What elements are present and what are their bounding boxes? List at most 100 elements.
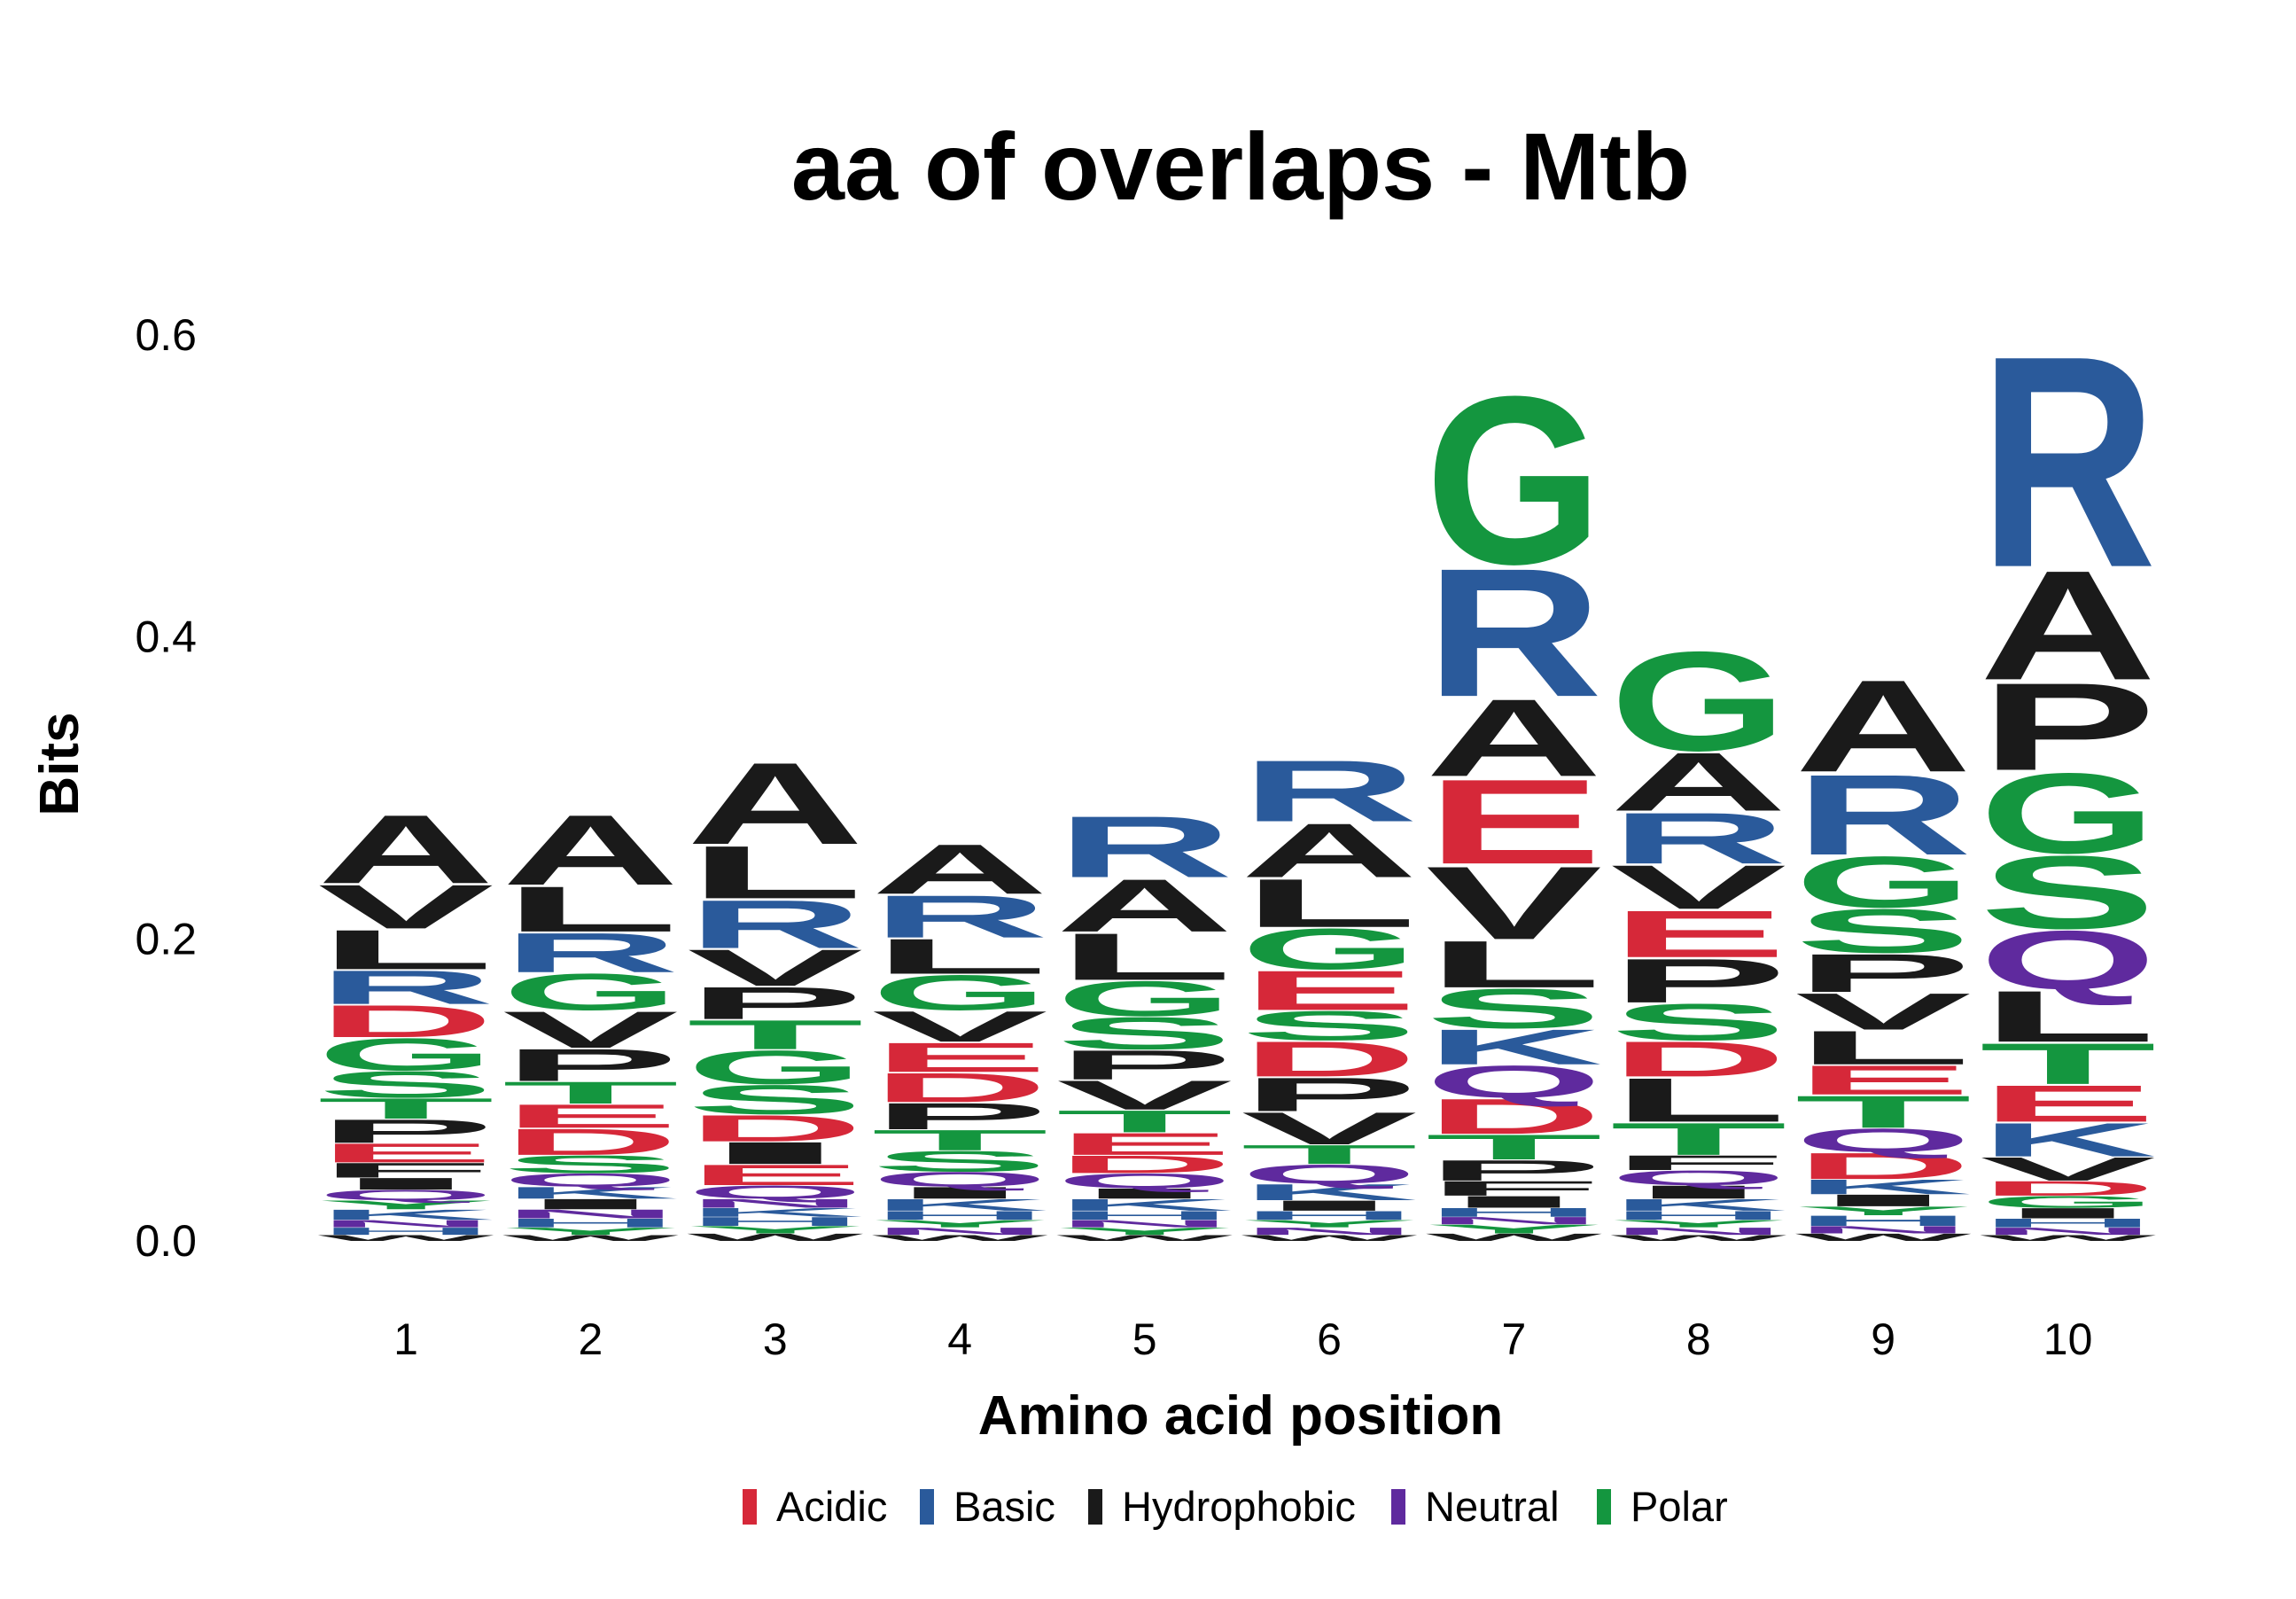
x-tick-label: 1: [393, 1314, 418, 1364]
logo-letter: Q: [317, 1187, 494, 1203]
x-tick-label: 10: [2043, 1314, 2093, 1364]
logo-letter: P: [1980, 657, 2157, 797]
logo-letter: G: [1425, 346, 1602, 613]
logo-letter: R: [502, 921, 679, 984]
logo-letter: P: [1056, 1041, 1234, 1088]
logo-letter: W: [1241, 1233, 1418, 1243]
logo-letter: H: [502, 1216, 679, 1230]
logo-letter: P: [317, 1113, 494, 1150]
logo-letter: D: [871, 1065, 1048, 1112]
x-tick-label: 3: [763, 1314, 788, 1364]
logo-letter: D: [1425, 1088, 1602, 1144]
logo-letter: T: [1056, 1104, 1234, 1139]
logo-letter: G: [502, 963, 679, 1021]
logo-letter: L: [871, 928, 1048, 984]
y-tick-label: 0.0: [135, 1216, 197, 1266]
logo-letter: S: [1241, 1002, 1418, 1049]
logo-letter: G: [1980, 1193, 2157, 1212]
logo-letter: R: [1794, 751, 1972, 879]
logo-letter: A: [1241, 807, 1418, 893]
logo-letter: V: [1610, 853, 1786, 923]
logo-letter: T: [317, 1092, 494, 1125]
x-axis-ticks: 1 2 3 4 5 6 7 8 9 10: [393, 1314, 2092, 1364]
logo-letter: W: [1795, 1231, 1972, 1243]
legend-swatch: [920, 1489, 934, 1525]
logo-letter: L: [1610, 1065, 1787, 1135]
chart-title: aa of overlaps - Mtb: [791, 113, 1690, 220]
legend-swatch: [1088, 1489, 1102, 1525]
logo-letter: G: [871, 965, 1048, 1021]
logo-letter: G: [1610, 622, 1787, 780]
y-tick-label: 0.6: [135, 310, 197, 360]
logo-letter: K: [317, 1206, 494, 1222]
logo-letter: D: [317, 996, 494, 1048]
logo-stacks: WHNKYQIFEPTSGDRLVAWYHNIKQSDETPVGRLAWYHKN…: [317, 292, 2157, 1243]
logo-letter: E: [871, 1034, 1048, 1080]
logo-letter: I: [317, 1174, 494, 1193]
logo-letter: K: [871, 1196, 1048, 1214]
logo-letter: D: [1056, 1150, 1234, 1179]
logo-letter: H: [1056, 1208, 1234, 1222]
logo-letter: Y: [502, 1226, 679, 1237]
logo-letter: T: [871, 1124, 1048, 1157]
logo-letter: S: [1425, 977, 1602, 1040]
logo-letter: Y: [687, 1224, 864, 1236]
logo-letter: W: [1426, 1231, 1602, 1243]
logo-letter: R: [1241, 743, 1418, 840]
logo-letter: W: [687, 1231, 863, 1243]
logo-letter: V: [1241, 1103, 1417, 1154]
logo-letter: T: [1610, 1113, 1787, 1165]
logo-letter: K: [1610, 1196, 1787, 1214]
logo-letter: L: [1425, 927, 1602, 1002]
logo-letter: H: [687, 1214, 864, 1228]
logo-letter: N: [1980, 1226, 2157, 1237]
logo-letter: G: [1980, 750, 2157, 878]
logo-letter: P: [1425, 1154, 1602, 1187]
logo-letter: A: [1980, 539, 2157, 714]
logo-letter: I: [1056, 1185, 1234, 1201]
logo-letter: Y: [871, 1218, 1048, 1229]
logo-letter: Q: [1794, 1122, 1972, 1159]
logo-letter: E: [1425, 754, 1602, 889]
legend-label: Polar: [1631, 1483, 1728, 1530]
logo-letter: S: [1794, 896, 1972, 966]
logo-letter: P: [1241, 1068, 1418, 1121]
logo-letter: V: [502, 1001, 679, 1059]
logo-letter: Y: [1794, 1204, 1972, 1218]
logo-letter: G: [317, 1029, 494, 1080]
legend-label: Neutral: [1425, 1483, 1560, 1530]
legend: Acidic Basic Hydrophobic Neutral Polar: [743, 1483, 1728, 1530]
y-tick-label: 0.2: [135, 914, 197, 963]
x-tick-label: 8: [1686, 1314, 1711, 1364]
logo-letter: I: [1794, 1191, 1972, 1210]
logo-letter: N: [502, 1207, 679, 1221]
logo-letter: E: [1241, 959, 1418, 1022]
logo-letter: P: [502, 1040, 679, 1091]
logo-letter: D: [1610, 1032, 1787, 1088]
logo-letter: N: [871, 1226, 1048, 1237]
logo-letter: V: [1795, 982, 1972, 1041]
logo-letter: F: [317, 1158, 494, 1182]
logo-letter: A: [317, 794, 494, 904]
legend-label: Acidic: [776, 1483, 887, 1530]
logo-letter: H: [1425, 1205, 1602, 1220]
logo-letter: H: [1794, 1213, 1972, 1228]
logo-letter: K: [1794, 1175, 1972, 1198]
legend-label: Basic: [953, 1483, 1055, 1530]
logo-letter: I: [1610, 1182, 1787, 1203]
logo-letter: A: [1610, 736, 1787, 829]
logo-letter: R: [1056, 799, 1234, 896]
logo-letter: W: [1980, 1233, 2156, 1243]
logo-letter: W: [1610, 1233, 1786, 1243]
logo-letter: G: [1794, 841, 1972, 923]
logo-letter: P: [1610, 946, 1787, 1016]
logo-letter: L: [502, 873, 679, 945]
logo-letter: D: [1980, 1177, 2157, 1200]
x-tick-label: 6: [1317, 1314, 1342, 1364]
logo-letter: A: [687, 738, 864, 869]
